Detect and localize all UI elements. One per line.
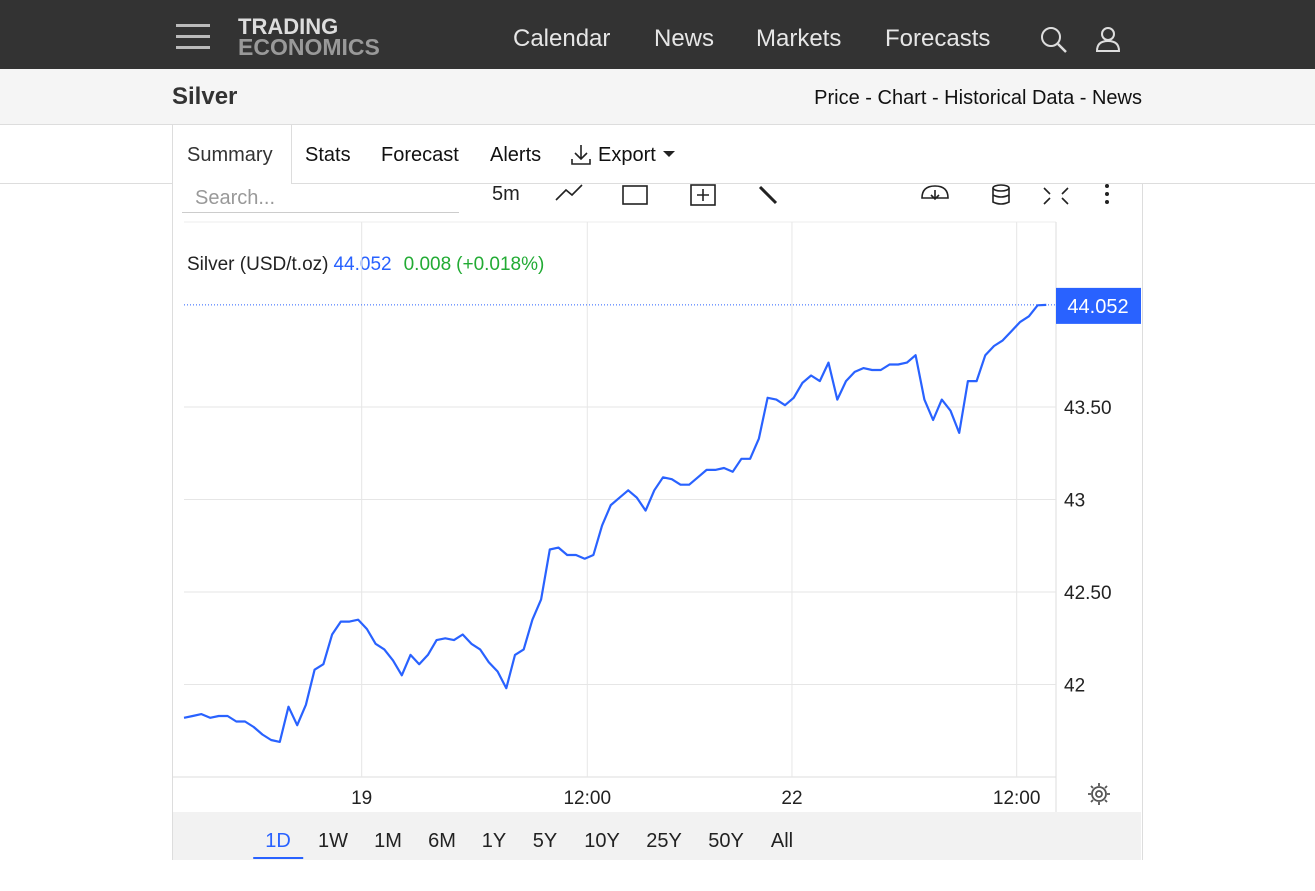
export-icon[interactable] <box>570 143 596 167</box>
top-bar: TRADING ECONOMICS Calendar News Markets … <box>0 0 1315 69</box>
menu-item[interactable]: Markets <box>756 25 842 52</box>
search-box[interactable]: Search... <box>182 187 459 213</box>
range-button[interactable]: 1M <box>374 830 402 852</box>
range-button[interactable]: 1D <box>253 830 303 859</box>
chart-frame <box>172 184 1143 860</box>
range-button[interactable]: 1W <box>318 830 348 852</box>
user-icon[interactable] <box>1095 26 1123 54</box>
tab[interactable]: Forecast <box>381 144 459 166</box>
logo[interactable]: TRADING ECONOMICS <box>238 14 380 60</box>
range-button[interactable]: 6M <box>428 830 456 852</box>
page-title: Silver <box>172 83 238 110</box>
range-button[interactable]: 1Y <box>481 830 507 852</box>
dropdown-caret[interactable] <box>662 149 676 159</box>
range-button[interactable]: 25Y <box>646 830 682 852</box>
menu-item[interactable]: News <box>654 25 715 52</box>
tab[interactable]: Alerts <box>490 144 542 166</box>
hamburger-icon[interactable] <box>176 24 212 50</box>
menu-item[interactable]: Forecasts <box>885 25 991 52</box>
tab-bar <box>0 125 1315 184</box>
range-button[interactable]: 10Y <box>584 830 620 852</box>
tab[interactable]: Summary <box>187 144 273 166</box>
range-button[interactable]: All <box>770 830 794 852</box>
logo-line: TRADING <box>238 14 339 39</box>
header-links[interactable]: Price - Chart - Historical Data - News <box>814 87 1142 109</box>
logo-line: ECONOMICS <box>238 34 380 60</box>
search-icon[interactable] <box>1040 26 1070 54</box>
active-tab-bg <box>172 125 292 184</box>
menu-item[interactable]: Calendar <box>513 25 611 52</box>
interval[interactable]: 5m <box>492 183 520 205</box>
range-button[interactable]: 5Y <box>532 830 558 852</box>
sub-header: Silver Price - Chart - Historical Data -… <box>0 69 1315 125</box>
tab[interactable]: Stats <box>305 144 351 166</box>
tab[interactable]: Export <box>598 144 656 166</box>
range-button[interactable]: 50Y <box>708 830 744 852</box>
